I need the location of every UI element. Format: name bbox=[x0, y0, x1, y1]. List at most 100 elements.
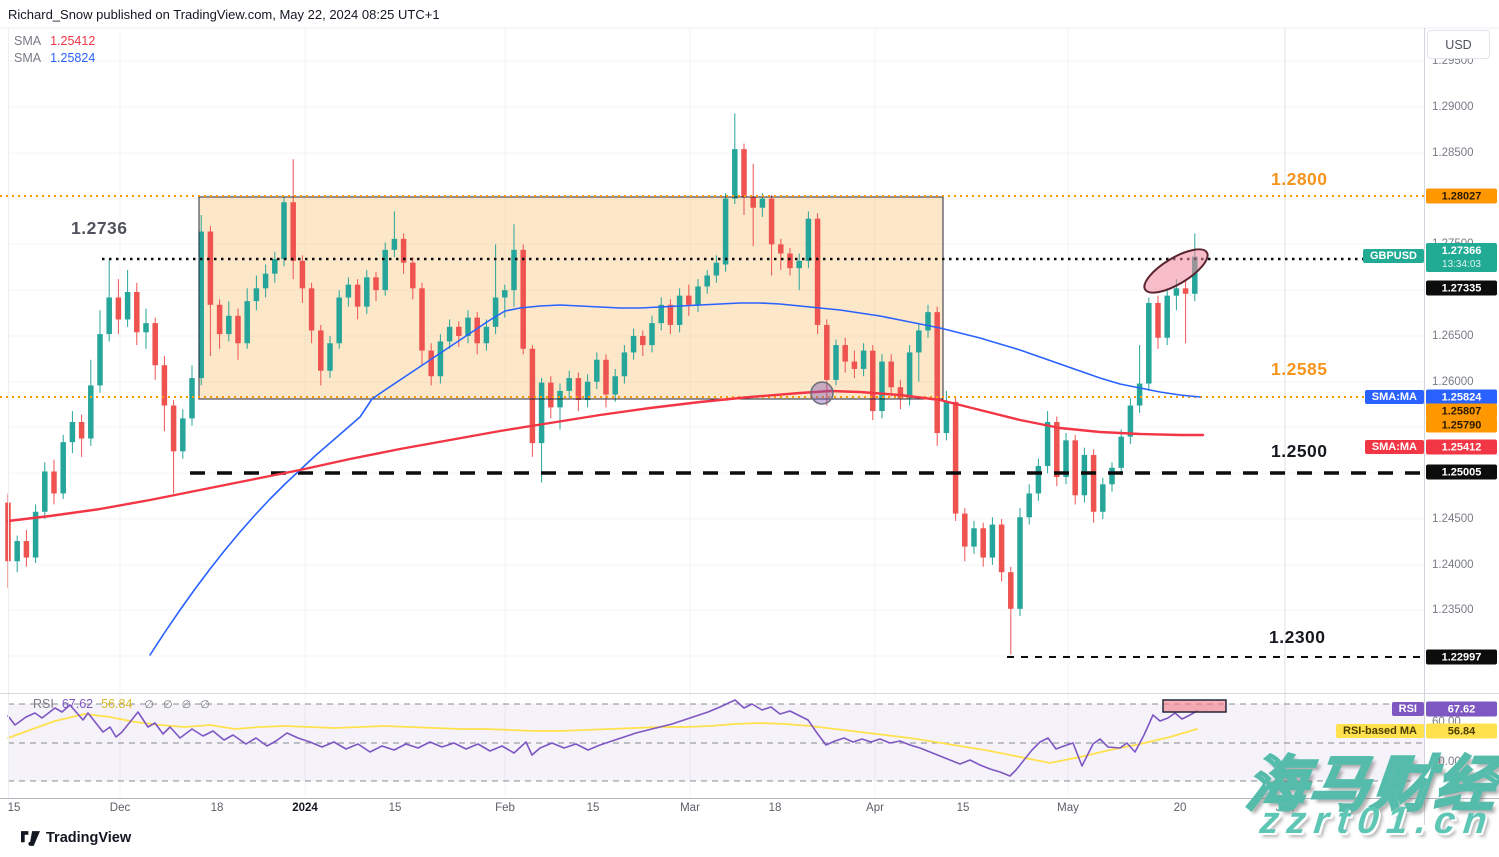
legend-sma-slow[interactable]: SMA 1.25824 bbox=[14, 50, 95, 67]
bar-countdown: 13:34:03 bbox=[1442, 258, 1481, 270]
last-price-value: 1.27366 bbox=[1441, 244, 1482, 257]
candle bbox=[1136, 345, 1143, 413]
candle bbox=[32, 504, 39, 564]
candle bbox=[78, 414, 85, 457]
candle bbox=[640, 330, 646, 357]
candle bbox=[483, 319, 490, 351]
sma-label: SMA bbox=[14, 34, 42, 48]
candle bbox=[336, 290, 342, 349]
candle bbox=[327, 335, 333, 379]
candle bbox=[1044, 411, 1051, 474]
sma-label: SMA bbox=[14, 51, 42, 65]
candle bbox=[1090, 449, 1097, 523]
candle bbox=[870, 345, 876, 421]
tradingview-logo-icon bbox=[21, 830, 40, 846]
currency-toggle-button[interactable]: USD bbox=[1427, 30, 1490, 59]
candle bbox=[584, 374, 591, 408]
candle bbox=[842, 337, 848, 373]
candle bbox=[980, 522, 986, 567]
candle bbox=[262, 264, 269, 298]
candle bbox=[952, 396, 959, 521]
candle bbox=[216, 299, 223, 349]
candle bbox=[732, 113, 738, 205]
candle bbox=[456, 321, 462, 347]
hide-indicator-icon[interactable]: ∅ bbox=[144, 698, 154, 711]
candle bbox=[833, 339, 839, 386]
candle bbox=[529, 345, 536, 457]
candle bbox=[226, 301, 232, 342]
candle bbox=[281, 196, 287, 267]
rsi-value: 67.62 bbox=[61, 697, 94, 711]
candle bbox=[69, 411, 76, 454]
price-axis[interactable] bbox=[1424, 28, 1499, 798]
candle bbox=[180, 409, 186, 459]
candle bbox=[115, 279, 122, 335]
candle bbox=[1118, 429, 1124, 476]
hide-indicator-icon[interactable]: ∅ bbox=[181, 698, 192, 711]
sma-fast-value: 1.25412 bbox=[50, 34, 96, 48]
candle bbox=[621, 345, 628, 384]
candle bbox=[134, 282, 140, 346]
candle bbox=[410, 257, 416, 300]
candle bbox=[575, 372, 582, 412]
candle bbox=[253, 275, 260, 311]
candle bbox=[42, 462, 48, 520]
tradingview-brand-text: TradingView bbox=[46, 830, 132, 846]
watermark-url: zzrt01.cn bbox=[1258, 800, 1498, 842]
candle bbox=[989, 517, 996, 565]
candle bbox=[106, 259, 112, 342]
candle bbox=[658, 297, 664, 331]
candle bbox=[143, 308, 149, 349]
candle bbox=[676, 288, 683, 333]
indicator-legend: SMA 1.25412 SMA 1.25824 bbox=[14, 33, 95, 67]
candle bbox=[391, 211, 398, 258]
candle bbox=[1017, 508, 1023, 617]
candle bbox=[750, 163, 756, 247]
candle bbox=[538, 378, 545, 483]
tradingview-footer[interactable]: TradingView bbox=[21, 830, 131, 846]
candle bbox=[879, 354, 885, 419]
candle bbox=[925, 304, 931, 338]
candle bbox=[272, 251, 278, 283]
candle bbox=[446, 319, 453, 349]
candle bbox=[520, 244, 526, 355]
candle bbox=[741, 143, 747, 216]
candle bbox=[1182, 280, 1189, 344]
rsi-ma-value: 56.84 bbox=[101, 697, 133, 711]
candle bbox=[97, 310, 103, 393]
candle bbox=[382, 242, 388, 296]
candle bbox=[207, 226, 214, 357]
candle bbox=[1035, 458, 1042, 501]
candle bbox=[962, 508, 968, 562]
candle bbox=[916, 323, 922, 382]
candle bbox=[695, 279, 701, 313]
candle bbox=[998, 519, 1005, 582]
candle bbox=[51, 459, 57, 505]
candle bbox=[686, 284, 692, 316]
candle bbox=[704, 270, 710, 294]
candle bbox=[318, 324, 324, 386]
hide-indicator-icon[interactable]: ∅ bbox=[200, 698, 210, 711]
candle bbox=[851, 350, 858, 379]
candle bbox=[23, 530, 30, 567]
candle bbox=[465, 310, 471, 344]
legend-sma-fast[interactable]: SMA 1.25412 bbox=[14, 33, 95, 50]
candle bbox=[1155, 295, 1161, 349]
candle bbox=[14, 535, 20, 573]
candle bbox=[630, 328, 637, 360]
candle bbox=[971, 520, 977, 554]
candle bbox=[373, 271, 379, 302]
candle bbox=[768, 194, 775, 276]
candle bbox=[244, 288, 250, 349]
candle bbox=[170, 400, 177, 494]
time-axis[interactable] bbox=[0, 798, 1424, 825]
candle bbox=[1063, 433, 1069, 485]
candle bbox=[594, 352, 600, 390]
rsi-legend-icons: ∅ ∅ ∅ ∅ bbox=[144, 698, 209, 711]
candle bbox=[1072, 434, 1078, 505]
candle bbox=[814, 213, 821, 335]
candle bbox=[548, 376, 554, 419]
candle bbox=[943, 390, 950, 441]
hide-indicator-icon[interactable]: ∅ bbox=[163, 698, 173, 711]
